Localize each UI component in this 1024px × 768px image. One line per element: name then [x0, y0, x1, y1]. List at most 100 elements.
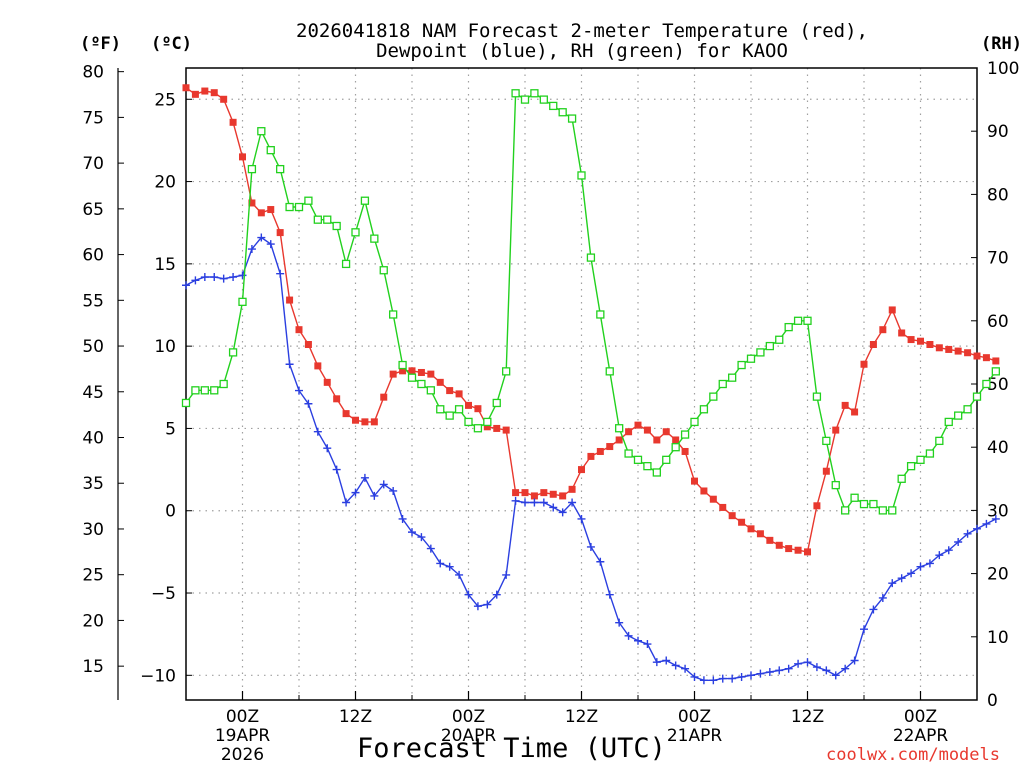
grid-lines: [186, 68, 977, 700]
temperature-point: [672, 436, 680, 444]
temperature-point: [248, 199, 256, 207]
fahrenheit-tick-label: 40: [82, 429, 104, 449]
temperature-point: [756, 530, 764, 538]
rh-point: [906, 462, 916, 471]
temperature-point: [559, 492, 567, 500]
celsius-tick-label: 10: [154, 337, 176, 357]
temperature-point: [615, 436, 623, 444]
rh-point: [586, 253, 596, 262]
plot-frame: [185, 67, 978, 701]
temperature-point: [370, 418, 378, 426]
fahrenheit-tick-label: 75: [82, 108, 104, 128]
dewpoint-point: [605, 590, 614, 599]
temperature-point: [408, 367, 416, 375]
x-tick-year: 2026: [221, 745, 264, 765]
rh-line: [185, 92, 997, 512]
temperature-point: [766, 536, 774, 544]
temperature-point: [267, 206, 275, 214]
x-axis-title: Forecast Time (UTC): [357, 733, 666, 764]
temperature-point: [512, 489, 520, 497]
temperature-point: [747, 525, 755, 533]
temperature-point: [813, 502, 821, 510]
rh-point: [822, 436, 831, 446]
x-tick-label: 00Z: [452, 707, 485, 727]
rh-point: [549, 101, 558, 111]
rh-point: [417, 379, 426, 389]
rh-point: [304, 196, 313, 205]
rh-point: [577, 171, 586, 180]
dewpoint-point: [558, 508, 567, 517]
celsius-tick-label: 5: [165, 419, 176, 439]
dewpoint-point: [888, 579, 897, 588]
rh-point: [276, 164, 285, 174]
temperature-point: [982, 354, 990, 362]
temperature-point: [210, 89, 218, 97]
dewpoint-point: [530, 498, 539, 507]
rh-point: [916, 455, 925, 464]
temperature-point: [653, 436, 661, 444]
temperature-point: [417, 368, 425, 376]
x-tick-label: 12Z: [339, 707, 372, 727]
temperature-point: [352, 416, 359, 424]
temperature-point: [323, 378, 331, 386]
temperature-point: [634, 421, 642, 429]
temperature-point: [832, 426, 840, 434]
x-tick-date: 21APR: [667, 726, 723, 746]
temperature-point: [681, 447, 689, 455]
dewpoint-point: [210, 273, 219, 282]
dewpoint-point: [483, 600, 492, 609]
temperature-point: [427, 370, 435, 378]
rh-point: [888, 506, 897, 515]
rh-point: [963, 405, 972, 414]
temperature-point: [973, 352, 981, 360]
fahrenheit-tick-label: 35: [82, 474, 104, 494]
dewpoint-point: [229, 273, 238, 282]
temperature-point: [436, 378, 444, 386]
rh-point: [210, 386, 219, 395]
fahrenheit-tick-label: 45: [82, 383, 104, 403]
series-rh: [181, 89, 1000, 515]
temperature-point: [775, 541, 783, 549]
rh-point: [784, 322, 793, 332]
rh-point: [332, 221, 341, 231]
chart-title-line2: Dewpoint (blue), RH (green) for KAOO: [376, 40, 788, 62]
rh-axis-label: (RH): [981, 34, 1022, 54]
dewpoint-point: [549, 503, 558, 512]
fahrenheit-tick-label: 15: [82, 657, 104, 677]
dewpoint-point: [417, 533, 426, 542]
temperature-point: [399, 367, 407, 375]
dewpoint-point: [869, 605, 878, 614]
dewpoint-point: [916, 562, 925, 571]
temperature-point: [239, 153, 246, 161]
rh-point: [775, 335, 784, 344]
x-tick-date: 20APR: [441, 726, 497, 746]
temperature-point: [304, 341, 312, 348]
temperature-point: [606, 443, 614, 451]
temperature-point: [822, 467, 830, 475]
rh-point: [812, 392, 822, 401]
dewpoint-point: [360, 473, 369, 482]
rh-point: [841, 506, 850, 515]
rh-point: [567, 114, 577, 123]
credit-text: coolwx.com/models: [826, 745, 1000, 765]
dewpoint-point: [624, 631, 633, 640]
temperature-point: [888, 306, 896, 314]
rh-point: [360, 196, 370, 205]
dewpoint-point: [907, 569, 916, 578]
temperature-point: [540, 489, 548, 497]
rh-point: [878, 506, 887, 515]
rh-point: [699, 405, 709, 414]
temperature-point: [898, 329, 906, 337]
temperature-point: [389, 370, 397, 378]
temperature-point: [455, 390, 463, 398]
rh-point: [454, 405, 464, 414]
temperature-point: [229, 118, 237, 126]
dewpoint-point: [266, 240, 275, 249]
dewpoint-point: [897, 574, 906, 583]
rh-point: [746, 354, 756, 363]
temperature-point: [342, 410, 350, 418]
dewpoint-point: [954, 538, 963, 546]
temperature-point: [935, 344, 943, 352]
dewpoint-point: [812, 663, 821, 672]
dewpoint-point: [502, 570, 511, 579]
